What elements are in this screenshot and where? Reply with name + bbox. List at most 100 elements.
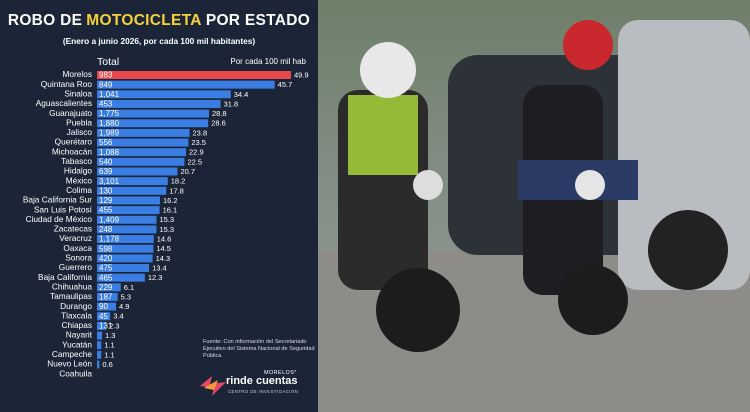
- logo-text: CENTRO DE INVESTIGACIÓN: [228, 389, 299, 394]
- total-label: 639: [99, 167, 113, 176]
- bar: [97, 177, 168, 186]
- category-label: Veracruz: [59, 233, 92, 243]
- category-label: Baja California Sur: [23, 195, 92, 205]
- category-label: Colima: [66, 185, 92, 195]
- value-label: 14.5: [156, 244, 171, 253]
- bar: [97, 90, 231, 99]
- category-label: Chihuahua: [52, 281, 93, 291]
- subtitle: (Enero a junio 2026, por cada 100 mil ha…: [63, 36, 256, 46]
- category-label: Aguascalientes: [36, 98, 92, 108]
- value-label: 14.6: [157, 235, 172, 244]
- bar: [97, 99, 221, 108]
- total-label: 540: [99, 157, 113, 166]
- category-label: San Luis Potosí: [34, 204, 93, 214]
- bar: [97, 128, 190, 137]
- total-label: 187: [99, 293, 113, 302]
- category-label: Morelos: [62, 69, 92, 79]
- category-label: Durango: [60, 301, 92, 311]
- bar: [97, 206, 160, 215]
- total-label: 129: [99, 196, 113, 205]
- wheel: [376, 268, 460, 352]
- column-header: Total: [97, 56, 119, 68]
- category-label: Nuevo León: [47, 359, 92, 369]
- bar: [97, 321, 106, 330]
- category-label: Yucatán: [62, 339, 92, 349]
- category-label: Zacatecas: [54, 224, 92, 234]
- value-label: 2.3: [109, 321, 119, 330]
- source-note: Fuente: Con información del Secretariado…: [203, 339, 315, 359]
- category-label: Campeche: [52, 349, 93, 359]
- vest: [348, 95, 418, 175]
- column-header: Por cada 100 mil hab: [230, 57, 306, 66]
- total-label: 598: [99, 244, 113, 253]
- logo-text: rinde cuentas: [226, 375, 298, 387]
- headlight: [575, 170, 605, 200]
- category-label: Hidalgo: [64, 166, 93, 176]
- value-label: 20.7: [180, 167, 195, 176]
- category-label: Guerrero: [59, 262, 93, 272]
- total-label: 455: [99, 206, 113, 215]
- headlight: [413, 170, 443, 200]
- bar: [97, 264, 150, 272]
- category-label: Puebla: [66, 117, 92, 127]
- value-label: 14.3: [156, 254, 171, 263]
- category-label: Baja California: [38, 272, 92, 282]
- value-label: 5.3: [121, 292, 131, 301]
- total-label: 1,989: [99, 129, 120, 138]
- wheel: [558, 265, 628, 335]
- total-label: 849: [99, 80, 113, 89]
- value-label: 3.4: [113, 312, 123, 321]
- bar: [97, 341, 102, 350]
- total-label: 248: [99, 225, 113, 234]
- total-label: 465: [99, 273, 113, 282]
- bar: [97, 215, 157, 224]
- category-label: Tamaulipas: [50, 291, 92, 301]
- value-label: 45.7: [278, 80, 293, 89]
- value-label: 13.4: [152, 263, 167, 272]
- bar: [97, 292, 118, 301]
- value-label: 15.3: [159, 225, 174, 234]
- total-label: 1,178: [99, 235, 120, 244]
- category-label: Ciudad de México: [26, 214, 93, 224]
- helmet: [563, 20, 613, 70]
- category-label: Oaxaca: [63, 243, 92, 253]
- total-label: 983: [99, 71, 113, 80]
- bar: [97, 71, 291, 79]
- category-label: Michoacán: [52, 146, 93, 156]
- category-label: Tlaxcala: [61, 310, 92, 320]
- bar: [97, 196, 160, 205]
- bar: [97, 312, 111, 321]
- bar: [97, 186, 167, 195]
- helmet: [360, 42, 416, 98]
- bar: [97, 235, 154, 244]
- bar: [97, 80, 275, 89]
- logo-text: MORELOS°: [264, 370, 297, 376]
- bar: [97, 148, 187, 157]
- category-label: México: [66, 175, 93, 185]
- total-label: 475: [99, 264, 113, 273]
- category-label: Guanajuato: [49, 108, 92, 118]
- category-label: Coahuila: [59, 368, 92, 378]
- chart-title: ROBO DE MOTOCICLETA POR ESTADO: [7, 12, 311, 29]
- value-label: 22.5: [187, 157, 202, 166]
- chart: (Enero a junio 2026, por cada 100 mil ha…: [23, 36, 309, 378]
- bar: [97, 331, 103, 340]
- value-label: 18.2: [171, 177, 186, 186]
- value-label: 17.8: [169, 186, 184, 195]
- value-label: 23.8: [193, 128, 208, 137]
- value-label: 16.1: [163, 206, 178, 215]
- bar: [97, 244, 154, 253]
- value-label: 31.8: [224, 99, 239, 108]
- bar: [97, 119, 209, 128]
- value-label: 15.3: [159, 215, 174, 224]
- value-label: 1.1: [104, 341, 114, 350]
- bar: [97, 273, 145, 282]
- value-label: 49.9: [294, 70, 309, 79]
- value-label: 34.4: [234, 90, 249, 99]
- bar: [97, 360, 100, 369]
- category-label: Querétaro: [55, 137, 93, 147]
- wheel: [648, 210, 728, 290]
- bar: [97, 109, 209, 118]
- value-label: 12.3: [148, 273, 163, 282]
